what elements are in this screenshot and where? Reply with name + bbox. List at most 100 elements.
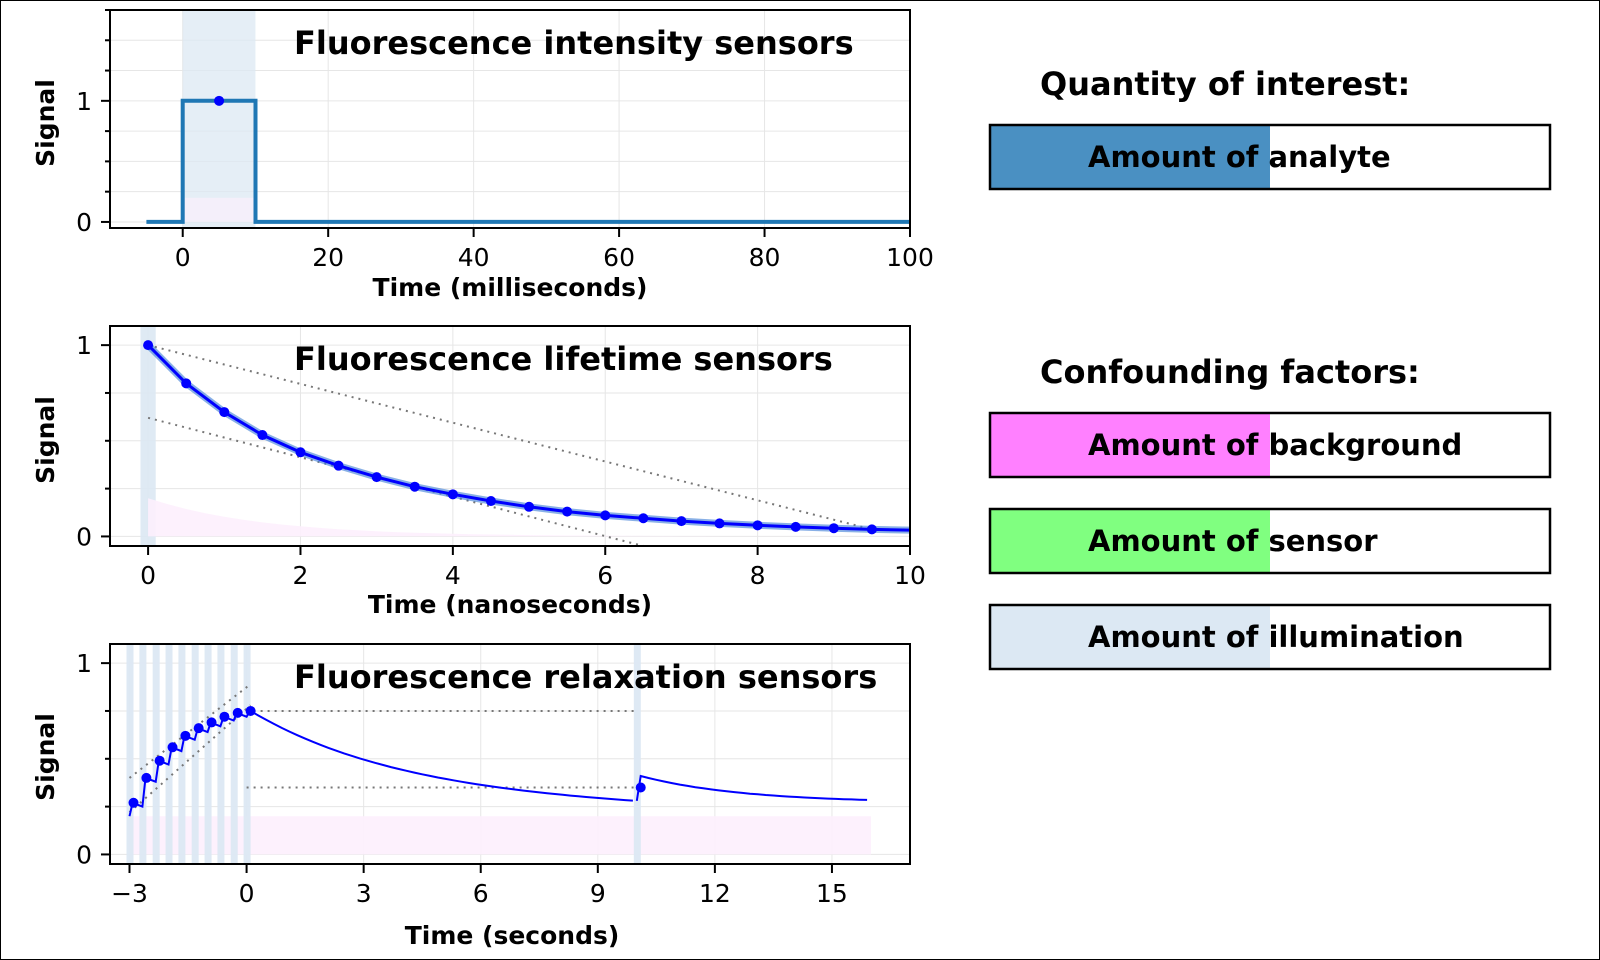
lifetime-axes-frame bbox=[109, 325, 911, 547]
x-tick-label: 3 bbox=[356, 879, 372, 908]
illumination-pulse bbox=[230, 644, 238, 864]
relaxation-xlabel: Time (seconds) bbox=[405, 921, 620, 950]
relaxation-ylabel: Signal bbox=[31, 713, 60, 801]
legend: Quantity of interest: Confounding factor… bbox=[988, 65, 1552, 671]
rise-data-point bbox=[141, 772, 152, 783]
legend-label: Amount of background bbox=[1088, 428, 1462, 462]
y-tick-label: 1 bbox=[76, 87, 92, 116]
x-tick-label: 0 bbox=[140, 561, 156, 590]
y-tick-label: 0 bbox=[76, 208, 92, 237]
x-tick-label: 6 bbox=[597, 561, 613, 590]
decay-data-point bbox=[447, 489, 458, 500]
decay-data-point bbox=[828, 523, 839, 534]
decay-data-point bbox=[333, 460, 344, 471]
legend-fill-bar bbox=[990, 413, 1270, 477]
y-tick-label: 0 bbox=[76, 840, 92, 869]
decay-data-point bbox=[790, 521, 801, 532]
x-tick-label: 0 bbox=[239, 879, 255, 908]
decay-data-point bbox=[219, 407, 230, 418]
legend-box-outline bbox=[988, 507, 1552, 575]
rise-data-point bbox=[193, 723, 204, 734]
illumination-pulse bbox=[165, 644, 173, 864]
x-tick-label: 60 bbox=[603, 243, 635, 272]
relaxation-title: Fluorescence relaxation sensors bbox=[294, 658, 877, 696]
rise-data-point bbox=[206, 717, 217, 728]
intensity-xlabel: Time (milliseconds) bbox=[373, 273, 648, 302]
illumination-pulse bbox=[204, 644, 212, 864]
illumination-pulse bbox=[633, 644, 641, 864]
x-tick-label: 40 bbox=[458, 243, 490, 272]
decay-data-point bbox=[143, 340, 154, 351]
decay-data-point bbox=[638, 513, 649, 524]
rise-data-point bbox=[232, 707, 243, 718]
legend-label: Amount of sensor bbox=[1088, 524, 1378, 558]
relaxation-panel: −3 0 3 6 9 12 15 0 1 Fluorescence relaxation sen… bbox=[31, 643, 911, 950]
intensity-axes-frame bbox=[109, 9, 911, 229]
x-tick-label: 100 bbox=[886, 243, 934, 272]
decay-data-point bbox=[371, 472, 382, 483]
rise-guide-line bbox=[128, 704, 252, 814]
quantity-heading: Quantity of interest: bbox=[1040, 65, 1410, 103]
illumination-band bbox=[140, 326, 156, 546]
decay-data-point bbox=[714, 518, 725, 529]
intensity-title: Fluorescence intensity sensors bbox=[294, 24, 854, 62]
intensity-ylabel: Signal bbox=[31, 79, 60, 167]
rise-data-point bbox=[180, 730, 191, 741]
decay-data-point bbox=[752, 520, 763, 531]
decay-data-point bbox=[485, 496, 496, 507]
legend-fill-bar bbox=[990, 605, 1270, 669]
x-tick-label: 15 bbox=[816, 879, 848, 908]
x-tick-label: 6 bbox=[473, 879, 489, 908]
intensity-panel: 0 20 40 60 80 100 0 1 Fluorescence intensity se… bbox=[31, 9, 934, 302]
x-tick-label: 8 bbox=[750, 561, 766, 590]
x-tick-label: 12 bbox=[699, 879, 731, 908]
second-relaxation-decay-line bbox=[635, 774, 868, 802]
lifetime-title: Fluorescence lifetime sensors bbox=[294, 340, 833, 378]
x-tick-label: −3 bbox=[111, 879, 148, 908]
confounding-heading: Confounding factors: bbox=[1040, 353, 1420, 391]
decay-data-point bbox=[295, 447, 306, 458]
illumination-pulse bbox=[139, 644, 147, 864]
illumination-pulse bbox=[178, 644, 186, 864]
intensity-data-point bbox=[214, 95, 225, 106]
tangent-guide-line bbox=[147, 416, 644, 546]
x-tick-label: 2 bbox=[293, 561, 309, 590]
post-pulse-data-point bbox=[635, 782, 646, 793]
decay-data-point bbox=[181, 378, 192, 389]
decay-data-point bbox=[600, 510, 611, 521]
legend-label: Amount of analyte bbox=[1088, 140, 1391, 174]
legend-label: Amount of illumination bbox=[1088, 620, 1464, 654]
illumination-pulse bbox=[217, 644, 225, 864]
legend-box-outline bbox=[988, 123, 1552, 191]
legend-box-outline bbox=[988, 411, 1552, 479]
decay-data-point bbox=[524, 501, 535, 512]
legend-box-outline bbox=[988, 603, 1552, 671]
rise-data-point bbox=[128, 797, 139, 808]
illumination-pulse bbox=[126, 644, 134, 864]
lifetime-ylabel: Signal bbox=[31, 396, 60, 484]
decay-data-point bbox=[257, 430, 268, 441]
background-shading bbox=[148, 498, 910, 537]
decay-data-point bbox=[562, 506, 573, 517]
y-tick-label: 1 bbox=[76, 649, 92, 678]
decay-data-point bbox=[866, 524, 877, 535]
rise-data-point bbox=[219, 711, 230, 722]
x-tick-label: 10 bbox=[894, 561, 926, 590]
x-tick-label: 4 bbox=[445, 561, 461, 590]
x-tick-label: 20 bbox=[312, 243, 344, 272]
rise-data-point bbox=[154, 755, 165, 766]
legend-fill-bar bbox=[990, 509, 1270, 573]
relaxation-axes-frame bbox=[109, 643, 911, 865]
illumination-band bbox=[182, 10, 256, 228]
relaxation-decay-line bbox=[250, 710, 633, 802]
rise-data-point bbox=[167, 742, 178, 753]
background-band bbox=[182, 197, 256, 222]
lifetime-xlabel: Time (nanoseconds) bbox=[368, 590, 652, 619]
x-tick-label: 0 bbox=[175, 243, 191, 272]
rise-data-point bbox=[245, 705, 256, 716]
illumination-pulse bbox=[152, 644, 160, 864]
decay-data-point bbox=[409, 481, 420, 492]
x-tick-label: 9 bbox=[590, 879, 606, 908]
